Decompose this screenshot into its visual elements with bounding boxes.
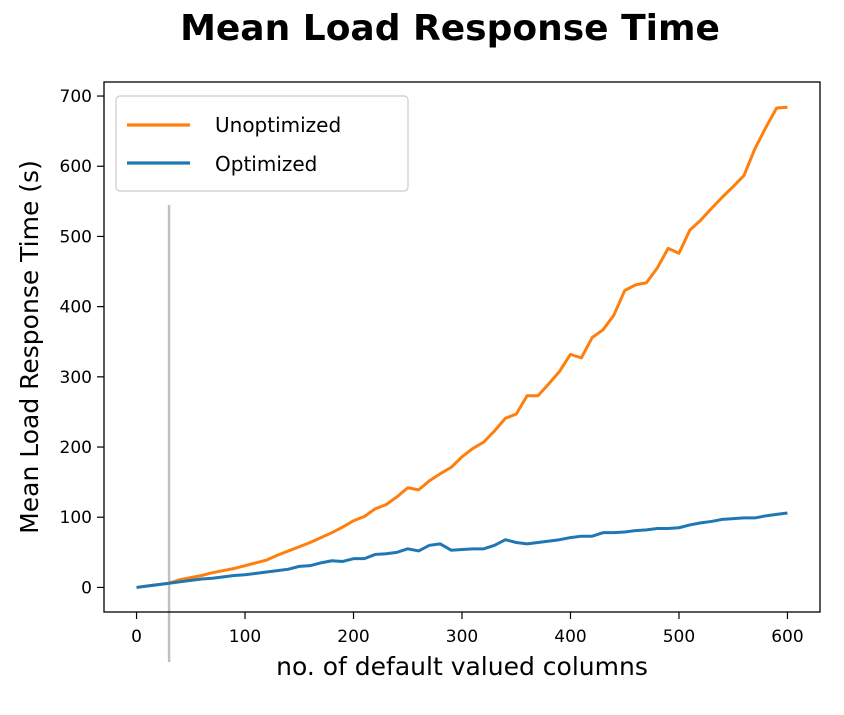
x-tick-label: 0: [131, 627, 142, 647]
y-tick-label: 500: [60, 227, 92, 247]
y-tick-label: 700: [60, 87, 92, 107]
series-line-optimized: [136, 511, 788, 589]
x-tick-label: 600: [771, 627, 803, 647]
y-tick-label: 100: [60, 508, 92, 528]
tick-layer: 0 100 200 300 400 500 600 0 100 200 300 400 500 600 70…: [60, 87, 804, 647]
y-tick-label: 400: [60, 298, 92, 318]
x-tick-label: 400: [554, 627, 586, 647]
legend-box: [115, 95, 409, 192]
y-tick-label: 300: [60, 368, 92, 388]
series-line-unoptimized: [136, 105, 788, 589]
legend-label-unoptimized: Unoptimized: [215, 113, 341, 137]
x-tick-label: 200: [337, 627, 369, 647]
y-tick-label: 600: [60, 157, 92, 177]
y-tick-label: 200: [60, 438, 92, 458]
x-tick-label: 300: [446, 627, 478, 647]
legend-label-optimized: Optimized: [215, 152, 317, 176]
y-tick-label: 0: [81, 578, 92, 598]
plot-layer: [136, 105, 788, 662]
x-tick-label: 500: [663, 627, 695, 647]
x-axis-label: no. of default valued columns: [276, 652, 648, 681]
y-axis-label: Mean Load Response Time (s): [15, 160, 44, 534]
legend: Unoptimized Optimized: [115, 95, 409, 192]
chart-title: Mean Load Response Time: [180, 8, 720, 49]
x-tick-label: 100: [229, 627, 261, 647]
